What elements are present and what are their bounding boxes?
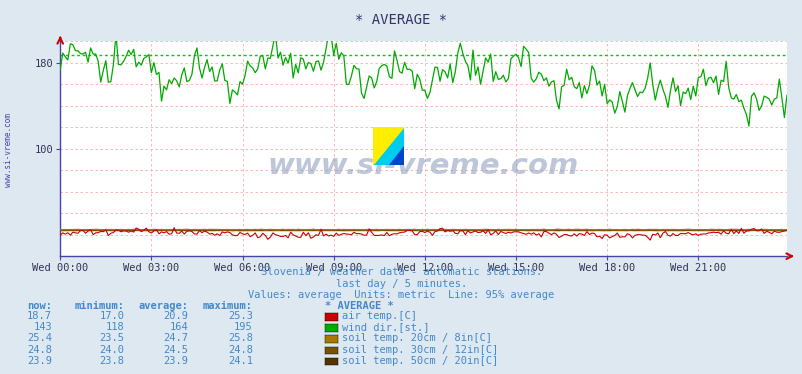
Text: minimum:: minimum: [75,301,124,310]
Text: 25.8: 25.8 [228,334,253,343]
Text: 24.8: 24.8 [228,345,253,355]
Text: 20.9: 20.9 [164,311,188,321]
Text: 23.9: 23.9 [164,356,188,366]
Text: 24.1: 24.1 [228,356,253,366]
Text: 24.8: 24.8 [27,345,52,355]
Text: 23.5: 23.5 [99,334,124,343]
Text: air temp.[C]: air temp.[C] [342,311,416,321]
Text: wind dir.[st.]: wind dir.[st.] [342,322,429,332]
Text: 23.9: 23.9 [27,356,52,366]
Text: soil temp. 50cm / 20in[C]: soil temp. 50cm / 20in[C] [342,356,498,366]
Text: last day / 5 minutes.: last day / 5 minutes. [335,279,467,289]
Text: 18.7: 18.7 [27,311,52,321]
Text: 118: 118 [106,322,124,332]
Text: Slovenia / weather data - automatic stations.: Slovenia / weather data - automatic stat… [261,267,541,278]
Text: 24.7: 24.7 [164,334,188,343]
Text: 24.0: 24.0 [99,345,124,355]
Text: average:: average: [139,301,188,310]
Polygon shape [388,146,403,165]
Text: 25.4: 25.4 [27,334,52,343]
Text: 25.3: 25.3 [228,311,253,321]
Text: 17.0: 17.0 [99,311,124,321]
Text: Values: average  Units: metric  Line: 95% average: Values: average Units: metric Line: 95% … [248,290,554,300]
Text: * AVERAGE *: * AVERAGE * [325,301,394,310]
Text: * AVERAGE *: * AVERAGE * [355,13,447,27]
Text: now:: now: [27,301,52,310]
Text: www.si-vreme.com: www.si-vreme.com [268,152,578,180]
Text: www.si-vreme.com: www.si-vreme.com [3,113,13,187]
Text: 164: 164 [170,322,188,332]
Text: 23.8: 23.8 [99,356,124,366]
Polygon shape [373,127,403,165]
Text: maximum:: maximum: [203,301,253,310]
Text: 195: 195 [234,322,253,332]
Text: 24.5: 24.5 [164,345,188,355]
Text: soil temp. 20cm / 8in[C]: soil temp. 20cm / 8in[C] [342,334,492,343]
Polygon shape [373,127,403,165]
Text: 143: 143 [34,322,52,332]
Text: soil temp. 30cm / 12in[C]: soil temp. 30cm / 12in[C] [342,345,498,355]
